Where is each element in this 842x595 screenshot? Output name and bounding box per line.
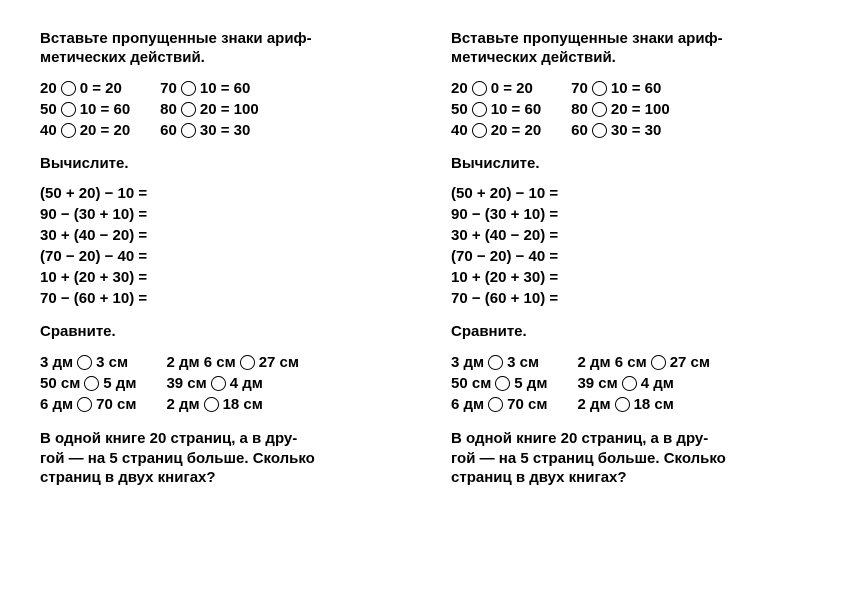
section-compare: Сравните. 3 дм3 см 50 см5 дм 6 дм70 см 2… — [40, 323, 391, 415]
blank-circle[interactable] — [472, 81, 487, 96]
compare-row: 50 см5 дм — [451, 373, 547, 394]
compare-col-b: 2 дм 6 см27 см 39 см4 дм 2 дм18 см — [166, 352, 299, 415]
equation-row: 8020 = 100 — [571, 99, 670, 120]
blank-circle[interactable] — [592, 81, 607, 96]
equation-row: 6030 = 30 — [571, 120, 670, 141]
section-heading: Сравните. — [451, 323, 802, 342]
calc-list: (50 + 20) − 10 = 90 − (30 + 10) = 30 + (… — [451, 183, 802, 309]
equation-row: 4020 = 20 — [40, 120, 130, 141]
blank-circle[interactable] — [651, 355, 666, 370]
equation-row: 6030 = 30 — [160, 120, 259, 141]
missing-signs-grid: 200 = 20 5010 = 60 4020 = 20 7010 = 60 8… — [451, 78, 802, 141]
calc-row: 90 − (30 + 10) = — [451, 204, 802, 225]
blank-circle[interactable] — [211, 376, 226, 391]
calc-row: (50 + 20) − 10 = — [451, 183, 802, 204]
equation-row: 5010 = 60 — [451, 99, 541, 120]
compare-row: 2 дм18 см — [166, 394, 299, 415]
equation-row: 4020 = 20 — [451, 120, 541, 141]
blank-circle[interactable] — [592, 102, 607, 117]
calc-row: 30 + (40 − 20) = — [40, 225, 391, 246]
compare-row: 2 дм 6 см27 см — [577, 352, 710, 373]
missing-signs-grid: 200 = 20 5010 = 60 4020 = 20 7010 = 60 8… — [40, 78, 391, 141]
calc-row: (50 + 20) − 10 = — [40, 183, 391, 204]
equation-row: 7010 = 60 — [571, 78, 670, 99]
calc-row: 30 + (40 − 20) = — [451, 225, 802, 246]
calc-row: 70 − (60 + 10) = — [451, 288, 802, 309]
compare-row: 6 дм70 см — [451, 394, 547, 415]
compare-row: 3 дм3 см — [451, 352, 547, 373]
calc-row: 10 + (20 + 30) = — [40, 267, 391, 288]
blank-circle[interactable] — [61, 81, 76, 96]
section-compare: Сравните. 3 дм3 см 50 см5 дм 6 дм70 см 2… — [451, 323, 802, 415]
heading-line1: Вставьте пропущенные знаки ариф-метическ… — [40, 30, 312, 66]
word-problem-text: В одной книге 20 страниц, а в дру-гой — … — [40, 429, 391, 488]
compare-row: 39 см4 дм — [166, 373, 299, 394]
compare-row: 2 дм 6 см27 см — [166, 352, 299, 373]
worksheet-column-right: Вставьте пропущенные знаки ариф-метическ… — [451, 30, 802, 502]
compare-row: 2 дм18 см — [577, 394, 710, 415]
blank-circle[interactable] — [84, 376, 99, 391]
section-heading: Вставьте пропущенные знаки ариф-метическ… — [40, 30, 391, 68]
calc-row: (70 − 20) − 40 = — [451, 246, 802, 267]
compare-row: 50 см5 дм — [40, 373, 136, 394]
section-heading: Вставьте пропущенные знаки ариф-метическ… — [451, 30, 802, 68]
compare-col-a: 3 дм3 см 50 см5 дм 6 дм70 см — [451, 352, 547, 415]
equation-row: 5010 = 60 — [40, 99, 130, 120]
worksheet-column-left: Вставьте пропущенные знаки ариф-метическ… — [40, 30, 391, 502]
calc-row: 10 + (20 + 30) = — [451, 267, 802, 288]
compare-row: 39 см4 дм — [577, 373, 710, 394]
blank-circle[interactable] — [488, 397, 503, 412]
equation-row: 200 = 20 — [40, 78, 130, 99]
blank-circle[interactable] — [61, 123, 76, 138]
heading-line1: Вставьте пропущенные знаки ариф-метическ… — [451, 30, 723, 66]
equation-row: 7010 = 60 — [160, 78, 259, 99]
section-heading: Сравните. — [40, 323, 391, 342]
compare-grid: 3 дм3 см 50 см5 дм 6 дм70 см 2 дм 6 см27… — [451, 352, 802, 415]
blank-circle[interactable] — [622, 376, 637, 391]
equation-row: 8020 = 100 — [160, 99, 259, 120]
word-problem-text: В одной книге 20 страниц, а в дру-гой — … — [451, 429, 802, 488]
blank-circle[interactable] — [181, 123, 196, 138]
section-missing-signs: Вставьте пропущенные знаки ариф-метическ… — [451, 30, 802, 141]
compare-col-a: 3 дм3 см 50 см5 дм 6 дм70 см — [40, 352, 136, 415]
blank-circle[interactable] — [495, 376, 510, 391]
section-calculate: Вычислите. (50 + 20) − 10 = 90 − (30 + 1… — [40, 155, 391, 310]
section-word-problem: В одной книге 20 страниц, а в дру-гой — … — [40, 429, 391, 488]
blank-circle[interactable] — [240, 355, 255, 370]
compare-row: 3 дм3 см — [40, 352, 136, 373]
section-heading: Вычислите. — [40, 155, 391, 174]
section-calculate: Вычислите. (50 + 20) − 10 = 90 − (30 + 1… — [451, 155, 802, 310]
blank-circle[interactable] — [488, 355, 503, 370]
blank-circle[interactable] — [61, 102, 76, 117]
blank-circle[interactable] — [181, 102, 196, 117]
calc-row: (70 − 20) − 40 = — [40, 246, 391, 267]
missing-signs-col-a: 200 = 20 5010 = 60 4020 = 20 — [451, 78, 541, 141]
section-missing-signs: Вставьте пропущенные знаки ариф-метическ… — [40, 30, 391, 141]
compare-grid: 3 дм3 см 50 см5 дм 6 дм70 см 2 дм 6 см27… — [40, 352, 391, 415]
compare-col-b: 2 дм 6 см27 см 39 см4 дм 2 дм18 см — [577, 352, 710, 415]
blank-circle[interactable] — [615, 397, 630, 412]
section-heading: Вычислите. — [451, 155, 802, 174]
blank-circle[interactable] — [592, 123, 607, 138]
worksheet-page: Вставьте пропущенные знаки ариф-метическ… — [0, 0, 842, 532]
calc-row: 70 − (60 + 10) = — [40, 288, 391, 309]
missing-signs-col-b: 7010 = 60 8020 = 100 6030 = 30 — [160, 78, 259, 141]
blank-circle[interactable] — [204, 397, 219, 412]
missing-signs-col-a: 200 = 20 5010 = 60 4020 = 20 — [40, 78, 130, 141]
compare-row: 6 дм70 см — [40, 394, 136, 415]
equation-row: 200 = 20 — [451, 78, 541, 99]
blank-circle[interactable] — [472, 102, 487, 117]
blank-circle[interactable] — [181, 81, 196, 96]
calc-list: (50 + 20) − 10 = 90 − (30 + 10) = 30 + (… — [40, 183, 391, 309]
missing-signs-col-b: 7010 = 60 8020 = 100 6030 = 30 — [571, 78, 670, 141]
blank-circle[interactable] — [77, 397, 92, 412]
section-word-problem: В одной книге 20 страниц, а в дру-гой — … — [451, 429, 802, 488]
blank-circle[interactable] — [472, 123, 487, 138]
calc-row: 90 − (30 + 10) = — [40, 204, 391, 225]
blank-circle[interactable] — [77, 355, 92, 370]
